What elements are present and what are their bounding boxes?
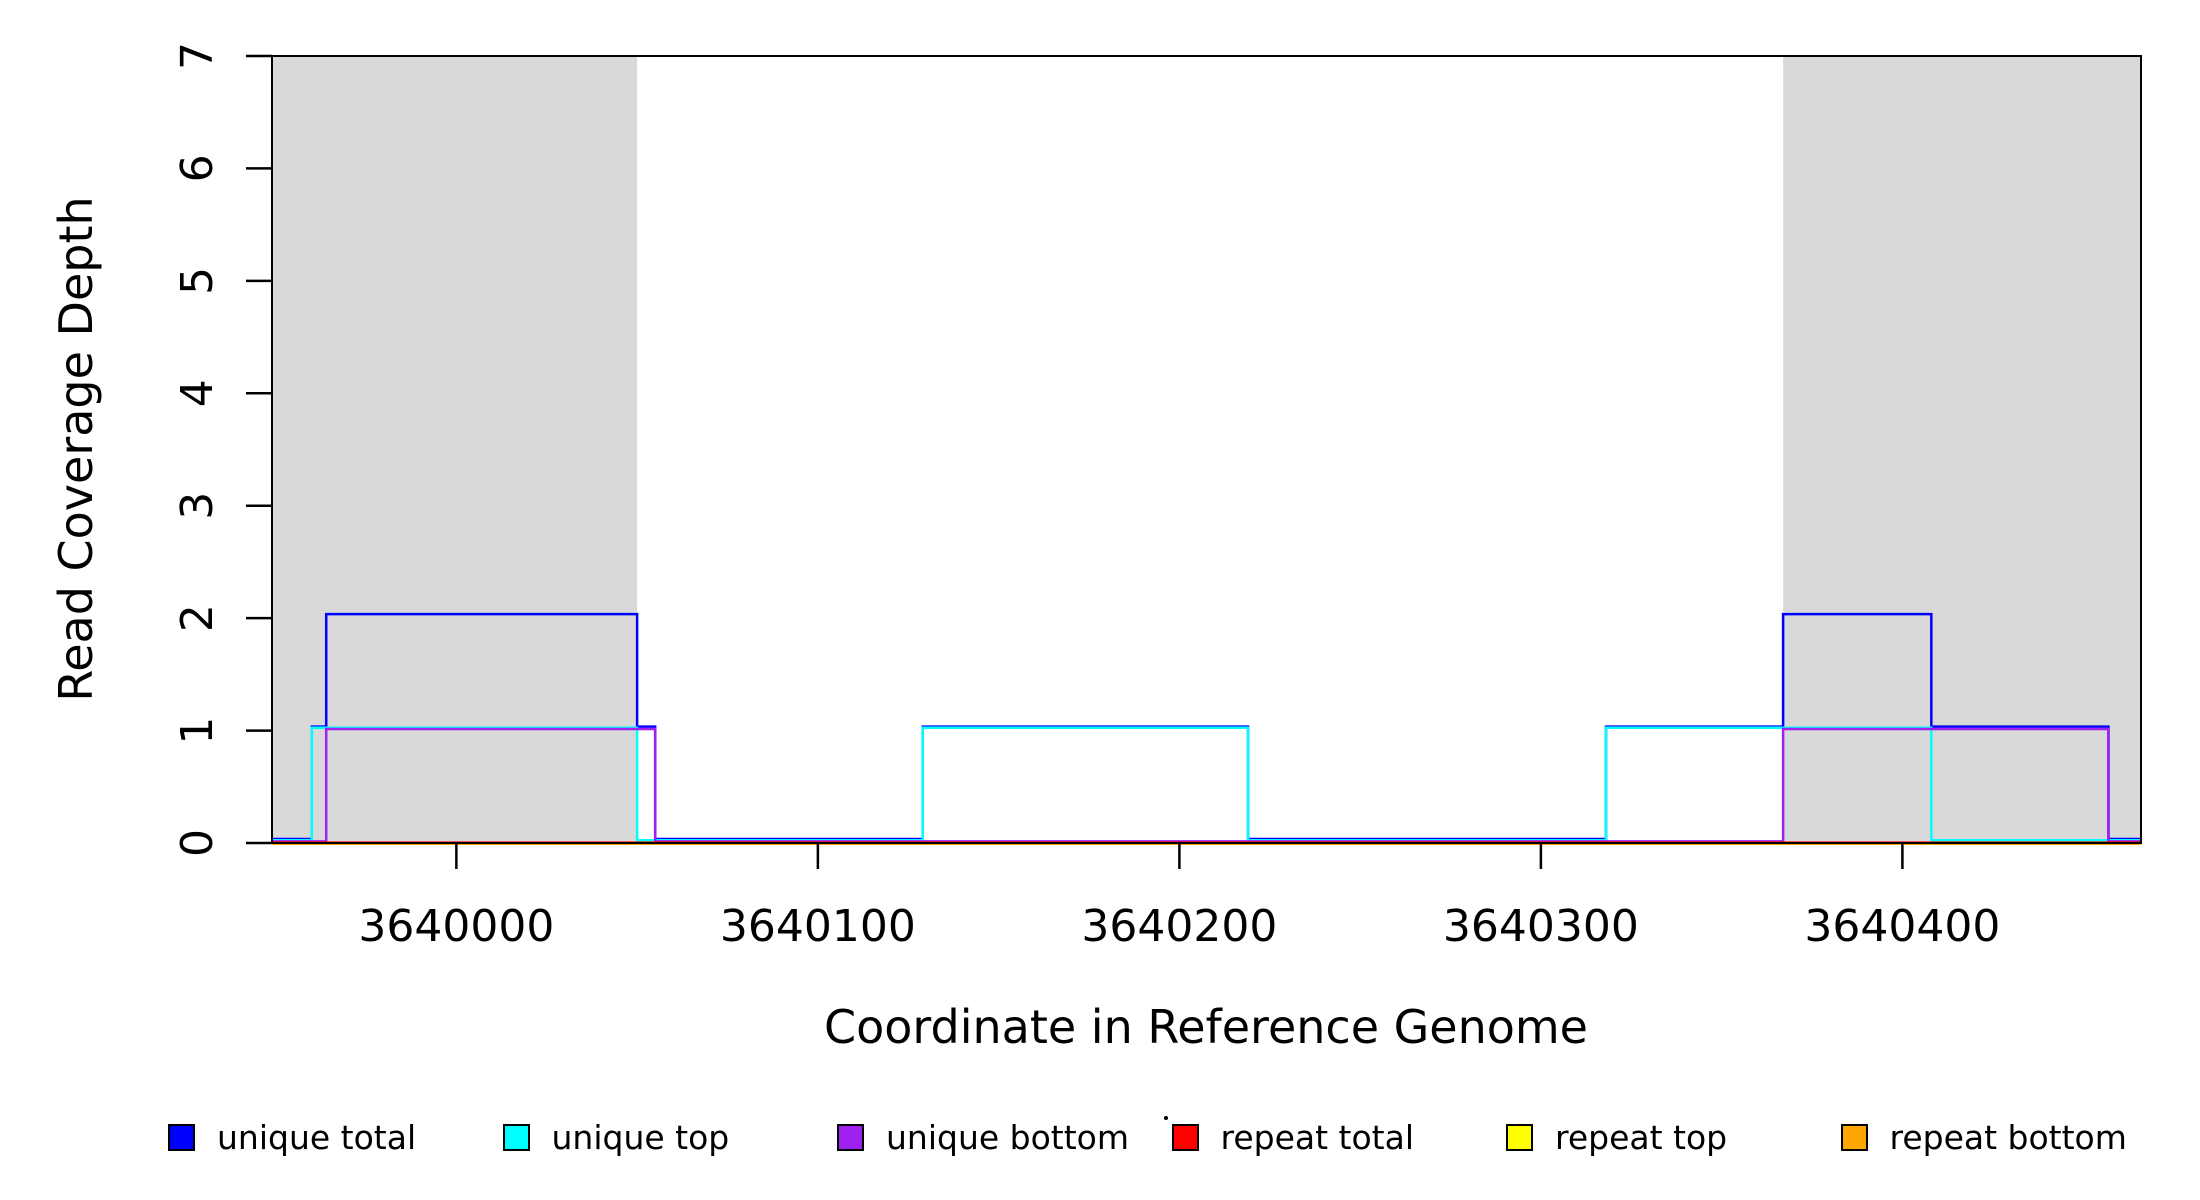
legend-item-unique-bottom: unique bottom (837, 1114, 1129, 1160)
tick-labels: 3640000 3640100 3640200 3640300 3640400 0 1 2 3 4… (172, 42, 2000, 952)
legend-label: unique top (551, 1117, 730, 1157)
legend-label: repeat total (1220, 1117, 1415, 1157)
stray-dot (1164, 1116, 1168, 1120)
legend-item-repeat-bottom: repeat bottom (1840, 1114, 2127, 1160)
legend-label: repeat top (1555, 1117, 1728, 1157)
y-tick-label: 1 (172, 717, 223, 745)
legend: unique total unique top unique bottom repea… (0, 1114, 2200, 1160)
legend-swatch-repeat-top (1506, 1123, 1533, 1151)
repeat-region-shading (272, 56, 2141, 843)
y-tick-label: 7 (172, 42, 223, 70)
legend-swatch-unique-bottom (837, 1123, 864, 1151)
legend-label: repeat bottom (1889, 1117, 2127, 1157)
legend-item-repeat-top: repeat top (1506, 1114, 1727, 1160)
x-tick-label: 3640200 (1081, 901, 1277, 952)
plot-box-and-ticks (246, 54, 2142, 869)
x-tick-label: 3640100 (720, 901, 916, 952)
y-axis-title: Read Coverage Depth (49, 196, 103, 702)
legend-swatch-repeat-bottom (1840, 1123, 1868, 1151)
y-tick-label: 5 (172, 267, 223, 295)
legend-swatch-unique-top (502, 1123, 530, 1151)
x-axis-title: Coordinate in Reference Genome (824, 1000, 1588, 1054)
y-tick-label: 6 (172, 154, 223, 182)
legend-swatch-repeat-total (1171, 1123, 1199, 1151)
y-tick-label: 2 (172, 604, 223, 632)
x-tick-label: 3640400 (1804, 901, 2000, 952)
legend-item-unique-total: unique total (168, 1114, 416, 1160)
legend-item-repeat-total: repeat total (1171, 1114, 1415, 1160)
legend-label: unique total (217, 1117, 417, 1157)
legend-item-unique-top: unique top (502, 1114, 730, 1160)
x-tick-label: 3640300 (1443, 901, 1639, 952)
x-tick-label: 3640000 (358, 901, 554, 952)
legend-swatch-unique-total (168, 1123, 195, 1151)
y-tick-label: 0 (172, 829, 223, 857)
y-tick-label: 4 (172, 379, 223, 407)
legend-label: unique bottom (886, 1117, 1130, 1157)
y-tick-label: 3 (172, 492, 223, 520)
